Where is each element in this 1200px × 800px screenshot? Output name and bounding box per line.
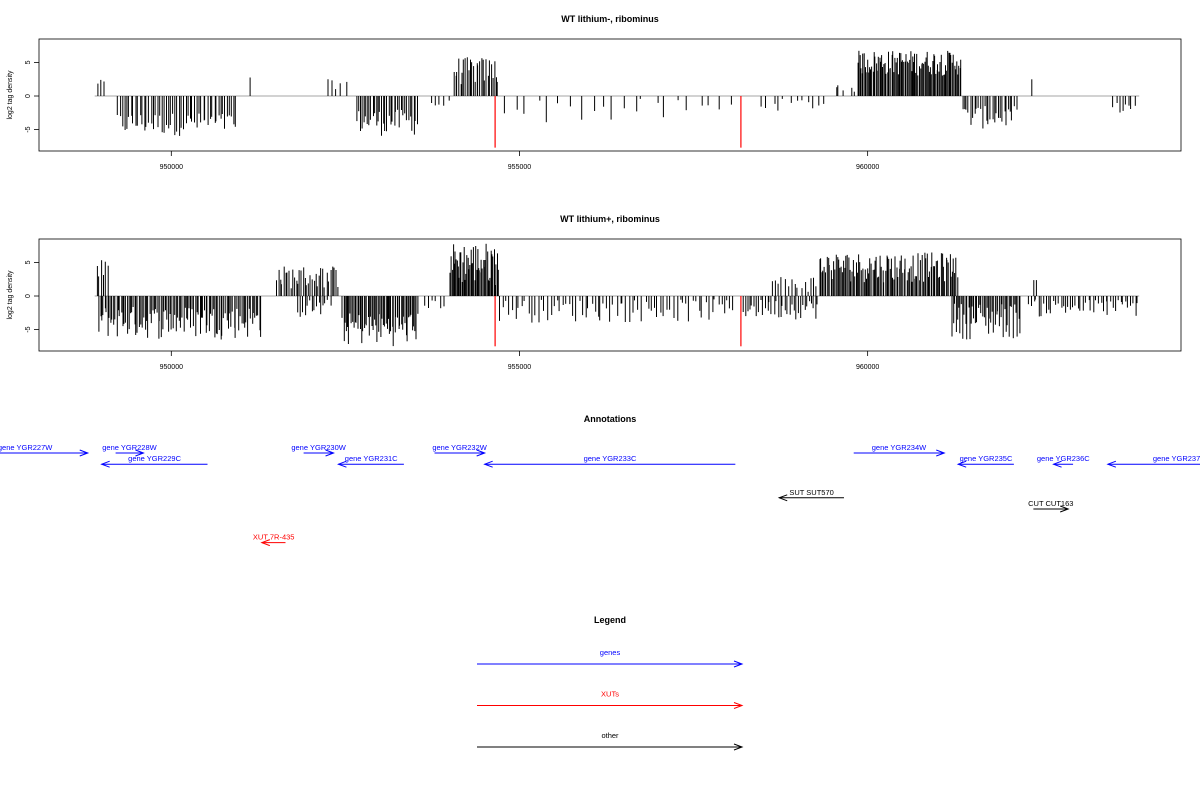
x-tick-label: 955000 — [508, 164, 531, 171]
annotation-arrowhead — [1060, 505, 1070, 513]
annotation-arrowhead — [956, 460, 967, 468]
annotation-arrowhead — [337, 460, 347, 468]
legend-label: genes — [600, 648, 621, 657]
y-tick-label: 0 — [25, 294, 32, 298]
coverage-panel-lithium-minus: WT lithium-, ribominus log2 tag density … — [7, 14, 1182, 171]
annotation-label: gene YGR236C — [1037, 454, 1090, 463]
axes: 950000 955000 960000 5 0 -5 — [25, 60, 879, 171]
x-tick-label: 955000 — [508, 364, 531, 371]
legend-items: genes XUTs other — [477, 648, 744, 751]
bars — [94, 50, 1140, 148]
legend-title: Legend — [594, 615, 626, 625]
annotation-label: gene YGR228W — [102, 443, 157, 452]
y-axis-label: log2 tag density — [7, 70, 14, 120]
x-tick-label: 960000 — [856, 164, 879, 171]
annotation-arrowhead — [79, 449, 90, 457]
annotation-arrowhead — [733, 702, 744, 709]
y-tick-label: 0 — [25, 94, 32, 98]
annotation-label: CUT CUT163 — [1028, 499, 1073, 508]
annotation-label: gene YGR227W — [0, 443, 53, 452]
x-tick-label: 950000 — [160, 364, 183, 371]
y-tick-label: 5 — [25, 260, 32, 264]
annotations-title: Annotations — [584, 414, 637, 424]
axes: 950000 955000 960000 5 0 -5 — [25, 260, 879, 371]
x-tick-label: 950000 — [160, 164, 183, 171]
annotation-arrowhead — [1106, 460, 1117, 468]
annotation-arrowhead — [100, 460, 110, 468]
legend-label: other — [601, 731, 619, 740]
panel-title: WT lithium-, ribominus — [561, 14, 659, 24]
panel-title: WT lithium+, ribominus — [560, 214, 660, 224]
annotation-arrowhead — [260, 539, 271, 547]
annotation-arrowhead — [325, 449, 335, 457]
coverage-panel-lithium-plus: WT lithium+, ribominus log2 tag density … — [7, 214, 1182, 371]
annotation-label: gene YGR233C — [584, 454, 637, 463]
annotation-label: XUT 7R-435 — [253, 533, 295, 542]
annotation-label: SUT SUT570 — [789, 488, 833, 497]
y-axis-label: log2 tag density — [7, 270, 14, 320]
annotation-label: gene YGR230W — [291, 443, 346, 452]
annotation-arrowhead — [1052, 460, 1062, 468]
annotation-arrowhead — [476, 449, 487, 457]
annotation-label: gene YGR237C — [1153, 454, 1200, 463]
annotation-label: gene YGR231C — [345, 454, 398, 463]
y-tick-label: 5 — [25, 60, 32, 64]
annotation-label: gene YGR229C — [128, 454, 181, 463]
annotation-arrowhead — [777, 494, 788, 502]
annotations-panel: Annotations gene YGR227W gene YGR228Wgene… — [0, 414, 1200, 547]
annotation-arrowhead — [135, 449, 145, 457]
annotation-arrowhead — [733, 743, 744, 751]
y-tick-label: -5 — [25, 126, 32, 132]
annotation-items: gene YGR227W gene YGR228W gene YGR229C gene… — [0, 443, 1200, 547]
bars — [94, 243, 1140, 347]
y-tick-label: -5 — [25, 326, 32, 332]
annotation-arrowhead — [733, 660, 744, 668]
plot-frame — [38, 38, 1182, 152]
x-tick-label: 960000 — [856, 364, 879, 371]
plot-frame — [38, 238, 1182, 352]
annotation-arrowhead — [936, 449, 946, 457]
annotation-arrowhead — [483, 460, 493, 468]
legend-label: XUTs — [601, 690, 619, 699]
annotation-label: gene YGR235C — [960, 454, 1013, 463]
annotation-label: gene YGR232W — [432, 443, 487, 452]
annotation-label: gene YGR234W — [872, 443, 927, 452]
legend-panel: Legend genes XUTs other — [477, 615, 744, 751]
